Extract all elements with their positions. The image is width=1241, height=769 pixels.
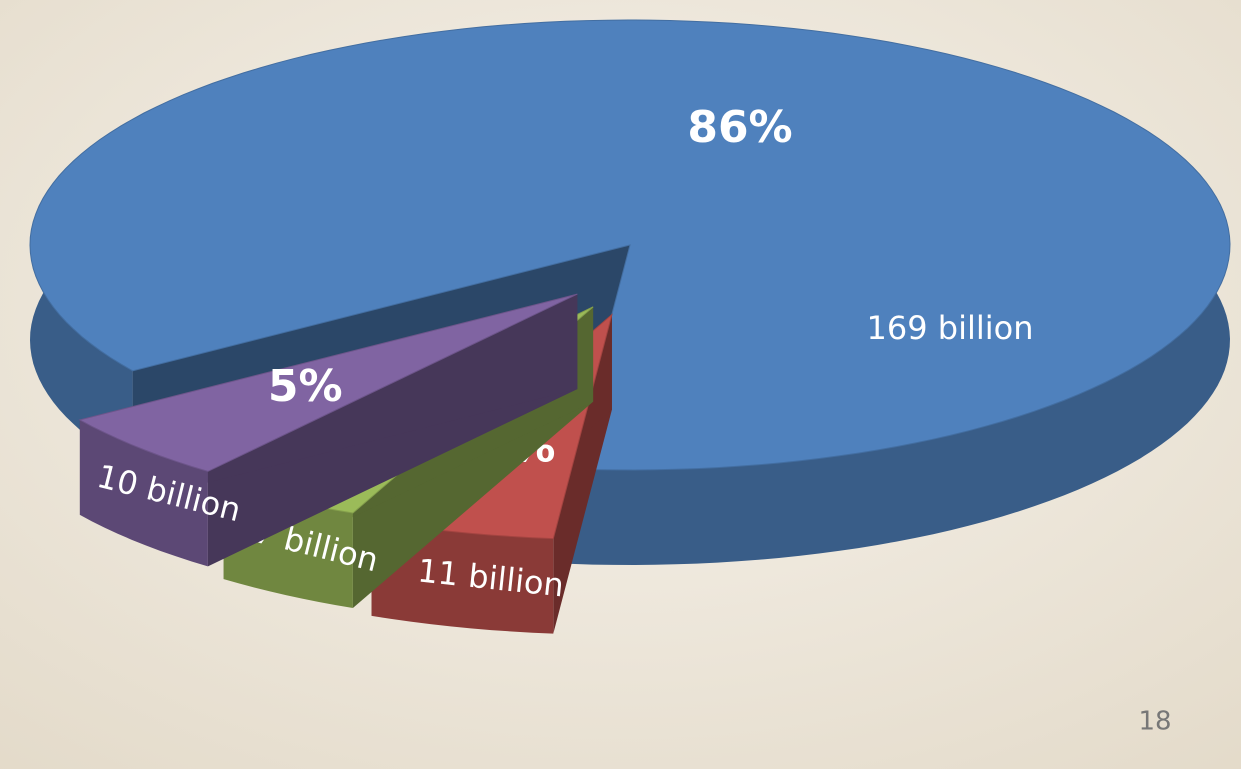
slice — [78, 293, 578, 472]
value-label: 86% — [687, 102, 792, 153]
slice — [29, 19, 1231, 471]
value-label: 5% — [268, 361, 343, 412]
slide-number: 18 — [1138, 707, 1171, 737]
slice-wall — [79, 419, 208, 567]
amount-label: 169 billion — [867, 309, 1034, 347]
